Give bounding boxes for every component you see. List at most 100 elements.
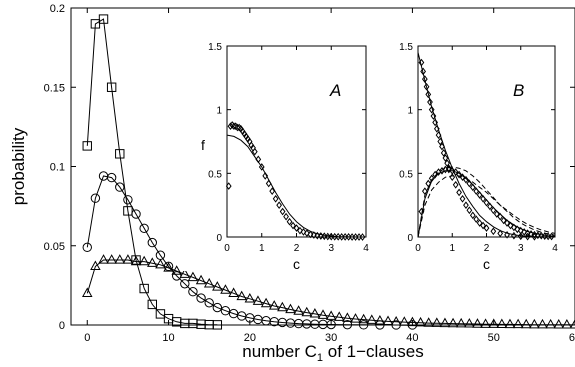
main-series-3-point	[195, 274, 207, 285]
inset-b-y-tick-label: 0.5	[399, 169, 413, 180]
main-series-3-point	[545, 318, 556, 329]
main-series-1-point	[106, 82, 117, 92]
inset-a-series-1-point	[225, 182, 232, 190]
inset-a-y-tick-label: 0.5	[208, 169, 222, 180]
inset-a-series-1-point	[359, 233, 366, 241]
inset-a-x-tick-label: 4	[363, 243, 369, 254]
main-series-3-point	[390, 315, 402, 326]
main-series-3-point	[447, 317, 459, 328]
main-series-2-point	[212, 302, 223, 313]
inset-b-series-1-point	[456, 188, 462, 197]
main-y-tick-label: 0.05	[44, 241, 65, 253]
main-plot: 010203040506000.050.10.150.2probabilityn…	[9, 3, 575, 364]
inset-b-series-1-point	[463, 201, 469, 210]
inset-b-series-1-point	[444, 159, 450, 167]
main-series-3-point	[147, 257, 158, 267]
inset-b-series-6-line	[417, 166, 556, 238]
main-series-3-point	[553, 318, 564, 329]
inset-a-series-1-point	[234, 123, 241, 132]
main-x-tick-label: 30	[325, 332, 337, 344]
main-series-3-point	[431, 317, 443, 327]
inset-a-x-tick-label: 1	[259, 243, 265, 254]
main-series-1-point	[155, 309, 166, 319]
main-series-3-point	[350, 313, 361, 323]
main-series-3-point	[472, 318, 483, 328]
inset-a-series-1-point	[283, 212, 289, 221]
inset-a-x-axis-title: c	[293, 256, 300, 272]
inset-b-x-tick-label: 0	[415, 243, 421, 254]
inset-b-series-1-point	[466, 206, 473, 215]
inset-b-series-2-point	[500, 216, 507, 225]
main-series-3-point	[529, 318, 540, 329]
main-series-3-point	[268, 300, 280, 310]
main-series-2-point	[220, 306, 231, 316]
main-series-2-point	[131, 209, 141, 219]
main-series-3-point	[114, 254, 126, 264]
inset-a-plot: 0 1 2 3 4 0 0.5 1 1.5 Ac f	[182, 38, 373, 272]
main-x-tick-label: 50	[488, 332, 500, 344]
main-series-2-point	[123, 195, 133, 205]
main-x-tick-label: 0	[84, 332, 90, 344]
inset-b-series-1-point	[469, 211, 476, 220]
main-series-2-point	[139, 223, 149, 234]
inset-a-x-tick-label: 3	[328, 243, 334, 254]
main-series-2-point	[180, 279, 190, 289]
main-series-3-point	[252, 295, 264, 305]
main-series-3-point	[366, 314, 378, 324]
main-series-3-point	[561, 318, 573, 329]
main-series-3-point	[163, 262, 174, 272]
main-series-1-point	[90, 19, 101, 29]
main-series-2-point	[188, 287, 198, 297]
inset-b-series-2-point	[514, 225, 521, 234]
main-y-tick-label: 0.1	[50, 162, 65, 174]
main-series-2-point	[358, 320, 369, 330]
inset-b-x-tick-label: 1	[449, 243, 455, 254]
inset-b-series-1-point	[473, 215, 480, 224]
main-series-3-point	[82, 287, 93, 297]
inset-b-series-1-point	[427, 98, 433, 106]
inset-b-series-1-point	[459, 194, 466, 203]
main-y-tick-label: 0	[59, 320, 65, 332]
inset-a-background	[182, 38, 373, 271]
main-y-axis-title: probability	[9, 127, 28, 205]
main-series-2-point	[82, 242, 92, 253]
inset-a-series-1-point	[300, 228, 307, 236]
inset-a-series-1-point	[262, 172, 269, 180]
main-series-3-point	[569, 319, 575, 329]
main-series-3-point	[537, 318, 548, 329]
inset-b-x-tick-label: 3	[518, 243, 524, 254]
main-series-2-point	[326, 319, 336, 330]
inset-a-panel-label: A	[329, 81, 341, 100]
inset-a-series-1-point	[279, 207, 286, 216]
main-series-3-point	[488, 318, 499, 328]
inset-b-series-2-point	[504, 219, 510, 227]
main-series-3-point	[520, 318, 532, 329]
inset-a-y-axis-title: f	[201, 137, 205, 153]
main-series-3-point	[423, 317, 434, 327]
main-series-2-point	[204, 298, 214, 308]
inset-b-panel-label: B	[513, 81, 524, 100]
main-series-1-line	[86, 18, 218, 326]
main-series-2-point	[90, 193, 101, 203]
main-series-1-point	[147, 299, 157, 310]
main-series-3-point	[317, 309, 329, 319]
inset-b-series-4-line	[417, 170, 556, 238]
main-series-1-point	[115, 149, 125, 159]
inset-b-series-2-point	[449, 166, 456, 175]
main-series-3-point	[464, 318, 475, 328]
inset-b-series-2-point	[507, 221, 514, 230]
main-series-3-point	[277, 301, 288, 312]
main-x-tick-label: 10	[162, 332, 174, 344]
inset-b-series-1-point	[490, 227, 497, 236]
inset-b-x-tick-label: 2	[484, 243, 490, 254]
main-series-3-point	[212, 281, 223, 291]
main-series-3-point	[106, 254, 117, 264]
main-y-tick-label: 0.15	[44, 82, 65, 94]
inset-b-series-1-point	[442, 154, 449, 162]
main-series-1-point	[139, 283, 149, 294]
inset-b-series-1-point	[425, 90, 432, 99]
main-series-3-point	[90, 260, 101, 271]
inset-b-y-tick-label: 1	[407, 106, 413, 117]
inset-b-y-tick-label: 0	[407, 233, 413, 244]
